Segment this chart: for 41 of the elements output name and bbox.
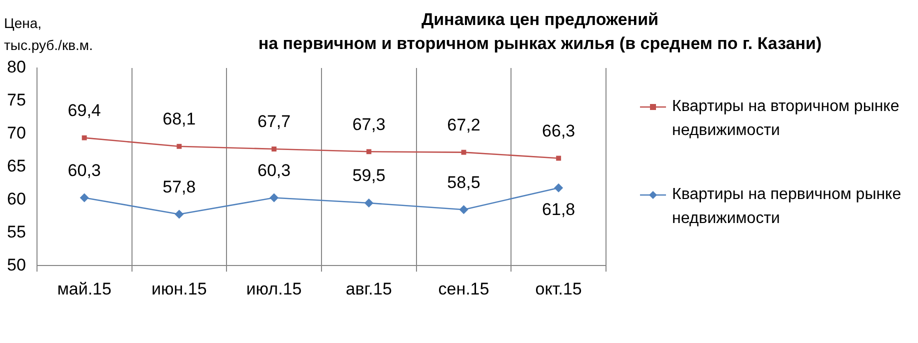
y-tick-label: 80 <box>6 58 26 77</box>
y-tick-label: 70 <box>6 124 26 143</box>
data-label: 68,1 <box>162 110 196 129</box>
x-tick-label: июн.15 <box>152 279 207 298</box>
x-tick-label: сен.15 <box>438 279 490 298</box>
point <box>82 135 87 140</box>
data-label: 60,3 <box>68 160 101 180</box>
legend-label: Квартиры на первичном рынке недвижимости <box>672 186 902 227</box>
data-label: 66,3 <box>542 121 576 140</box>
x-tick-label: окт.15 <box>535 279 582 298</box>
point <box>80 193 89 202</box>
y-tick-label: 75 <box>6 90 26 110</box>
point <box>556 156 562 161</box>
point <box>176 144 182 149</box>
point <box>272 146 277 152</box>
data-label: 67,7 <box>257 112 291 132</box>
data-label: 58,5 <box>447 172 480 192</box>
data-label: 60,3 <box>257 160 291 180</box>
legend-label: Квартиры на вторичном рынке недвижимости <box>672 98 900 139</box>
y-axis-title: Цена, тыс.руб./кв.м. <box>4 14 93 55</box>
x-tick-label: май.15 <box>57 279 112 298</box>
chart-title: Динамика цен предложений на первичном и вторичном рынках жилья (в среднем по г. Казани) <box>257 9 823 55</box>
data-label: 67,3 <box>352 114 386 134</box>
data-label: 61,8 <box>542 200 576 220</box>
y-tick-label: 60 <box>6 189 26 208</box>
point <box>554 183 564 192</box>
point <box>461 150 466 155</box>
x-tick-label: июл.15 <box>246 279 302 298</box>
y-tick-label: 65 <box>6 156 26 176</box>
point <box>270 193 279 202</box>
x-tick-label: авг.15 <box>346 279 392 298</box>
y-tick-label: 55 <box>6 222 26 242</box>
point <box>366 149 372 154</box>
data-label: 67,2 <box>447 115 480 134</box>
y-tick-label: 50 <box>6 255 26 274</box>
data-label: 69,4 <box>68 101 101 120</box>
point <box>174 210 184 219</box>
point <box>459 205 468 214</box>
data-label: 57,8 <box>162 177 196 196</box>
data-label: 59,5 <box>352 166 386 186</box>
point <box>364 198 374 208</box>
